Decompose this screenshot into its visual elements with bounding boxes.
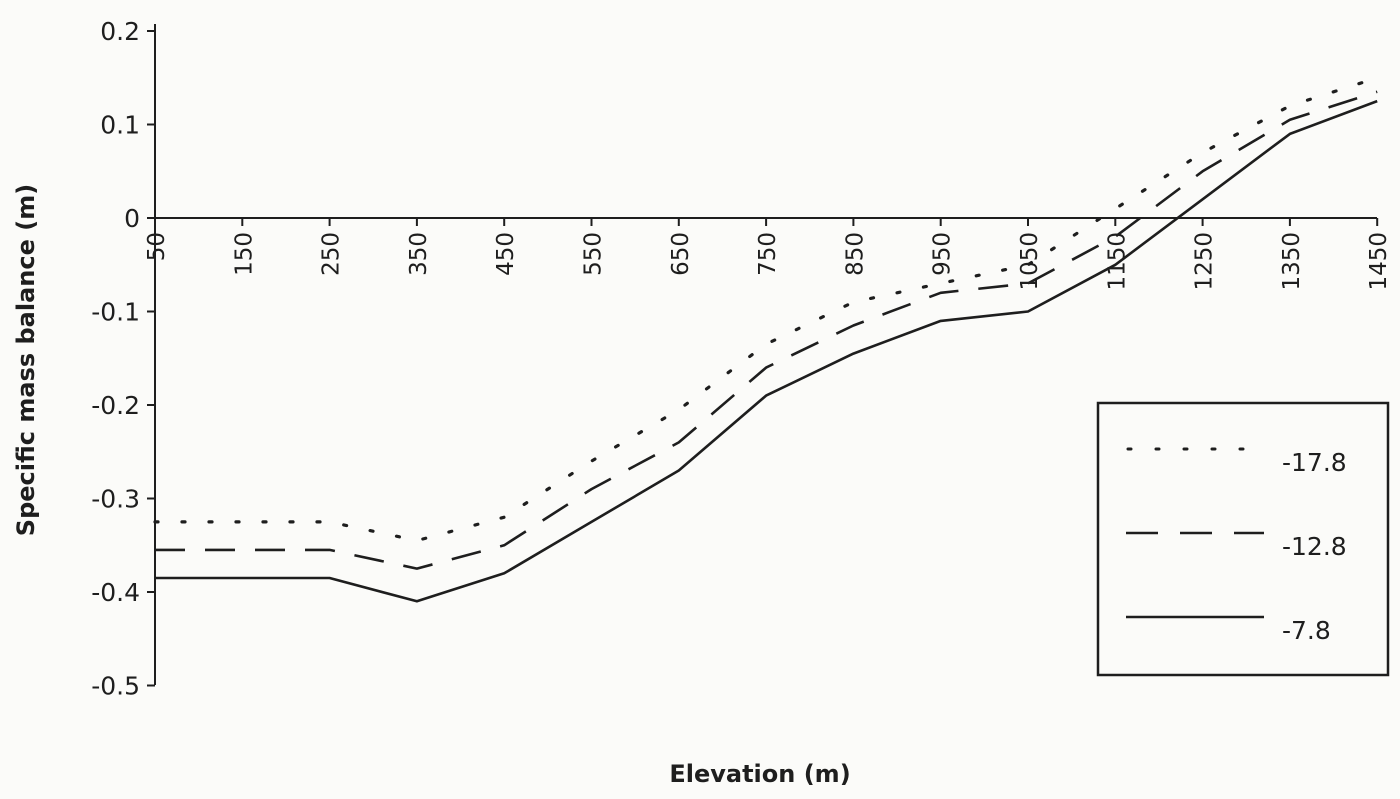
legend-label: -12.8 xyxy=(1282,532,1347,561)
legend-item-dashed: -12.8 xyxy=(1126,531,1347,561)
x-tick-label: 1150 xyxy=(1104,232,1130,291)
y-tick-label: 0 xyxy=(124,204,140,233)
x-tick-label: 1250 xyxy=(1192,232,1218,291)
y-tick-label: -0.3 xyxy=(91,485,140,514)
x-tick-label: 150 xyxy=(231,232,257,276)
y-tick-label: -0.2 xyxy=(91,391,140,420)
x-tick-label: 750 xyxy=(755,232,781,276)
x-tick-label: 450 xyxy=(493,232,519,276)
x-axis-title: Elevation (m) xyxy=(669,760,850,788)
y-tick-label: -0.1 xyxy=(91,298,140,327)
y-tick-label: -0.5 xyxy=(91,672,140,701)
x-tick-label: 50 xyxy=(144,232,170,261)
legend-item-solid: -7.8 xyxy=(1126,615,1331,645)
x-tick-label: 250 xyxy=(319,232,345,276)
x-tick-label: 350 xyxy=(406,232,432,276)
x-tick-label: 550 xyxy=(581,232,607,276)
legend-label: -7.8 xyxy=(1282,616,1331,645)
series-line-dashed xyxy=(155,90,1378,570)
y-tick-label: -0.4 xyxy=(91,578,140,607)
x-tick-label: 950 xyxy=(930,232,956,276)
x-tick-label: 1050 xyxy=(1017,232,1043,291)
y-tick-label: 0.2 xyxy=(100,17,140,46)
x-tick-label: 1350 xyxy=(1279,232,1305,291)
legend-label: -17.8 xyxy=(1282,448,1347,477)
x-tick-label: 850 xyxy=(842,232,868,276)
series-lines xyxy=(153,76,1379,603)
y-tick-label: 0.1 xyxy=(100,111,140,140)
y-ticks: 0.2 0.1 0 -0.1 -0.2 -0.3 -0.4 -0.5 xyxy=(91,17,155,701)
series-line-solid xyxy=(155,99,1378,603)
legend: -17.8 -12.8 -7.8 xyxy=(1096,401,1390,677)
x-tick-label: 650 xyxy=(668,232,694,276)
x-ticks: 50 150 250 350 450 550 650 750 850 950 1050 1150 125… xyxy=(144,218,1392,291)
y-axis-title: Specific mass balance (m) xyxy=(12,184,40,536)
x-tick-label: 1450 xyxy=(1366,232,1392,291)
legend-item-dotted: -17.8 xyxy=(1126,447,1347,477)
